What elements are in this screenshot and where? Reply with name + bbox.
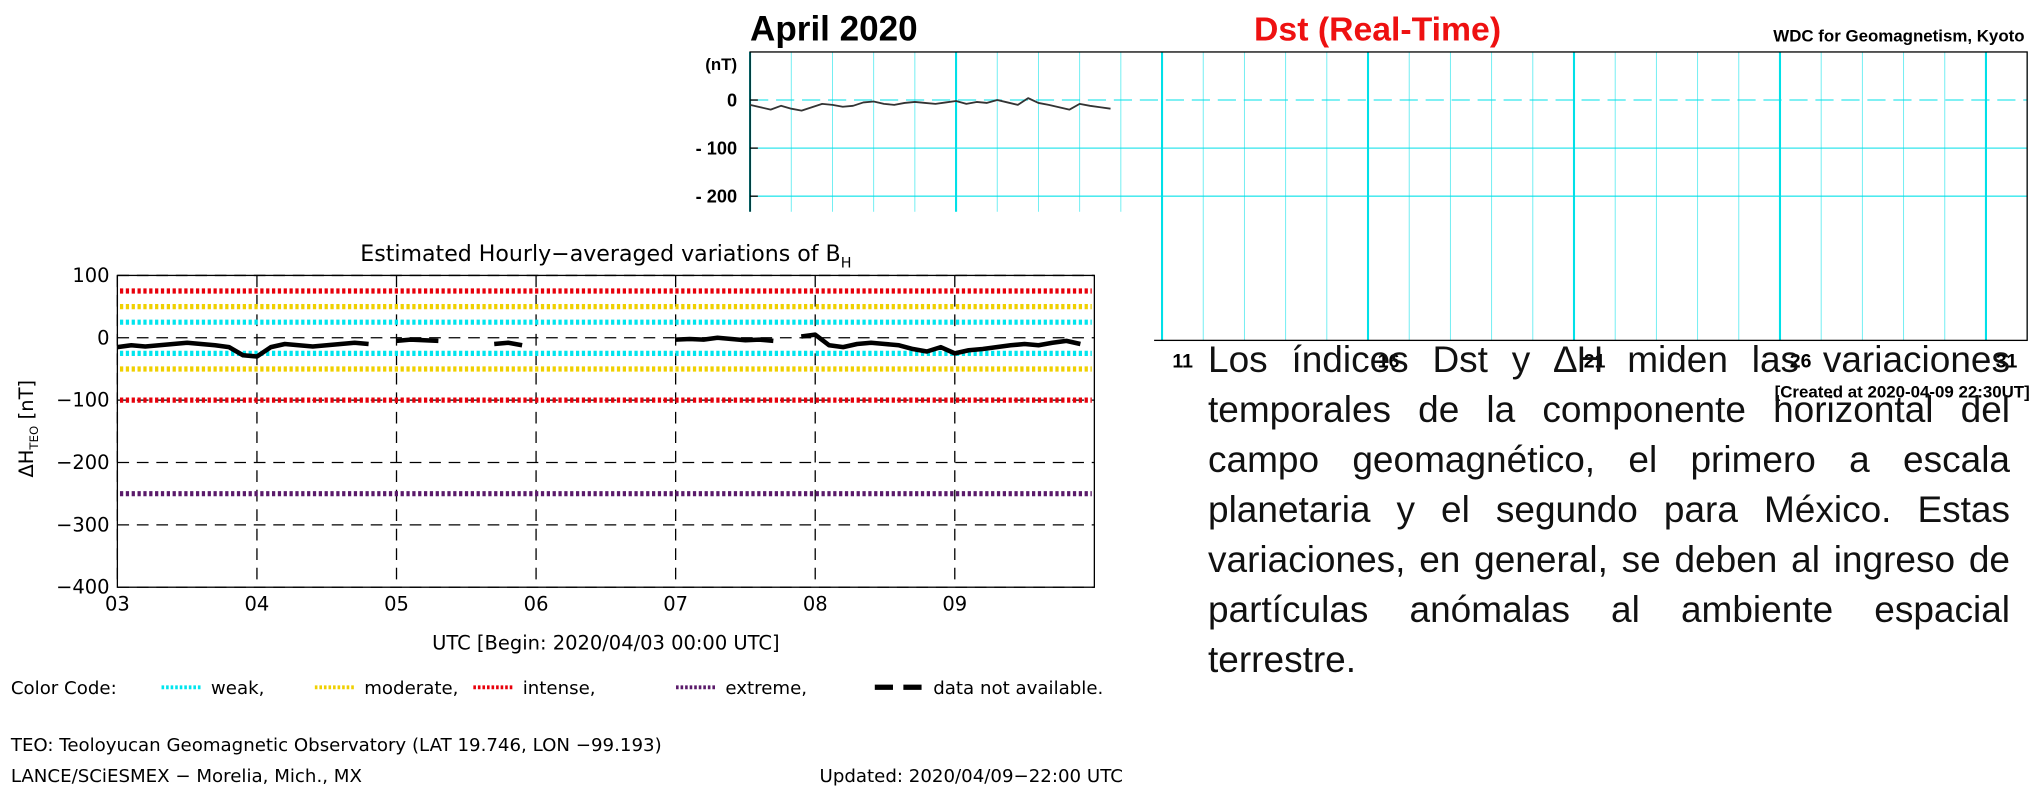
x-tick-label: 03	[105, 593, 130, 616]
y-tick-label: −200	[56, 451, 109, 474]
chart-subtitle: Dst (Real-Time)	[1254, 10, 1501, 48]
y-tick-label: 0	[97, 326, 109, 349]
title-text: Estimated Hourly−averaged variations of …	[360, 242, 840, 267]
legend-label: intense,	[523, 678, 596, 699]
x-tick-label: 31	[1996, 351, 2018, 373]
legend-title: Color Code:	[11, 678, 117, 699]
y-tick-label: - 100	[696, 139, 737, 159]
x-axis-label: UTC [Begin: 2020/04/03 00:00 UTC]	[432, 632, 779, 655]
y-label-unit: [nT]	[15, 380, 38, 419]
y-tick-label: −400	[56, 576, 109, 599]
y-label-subscript: TEO	[27, 426, 41, 451]
y-tick-label: −300	[56, 513, 109, 536]
source: WDC for Geomagnetism, Kyoto	[1773, 27, 2024, 46]
plot-frame	[116, 274, 1096, 588]
y-tick-label: - 200	[696, 187, 737, 207]
overlay	[0, 211, 1155, 786]
y-axis-label: (nT)	[705, 55, 737, 74]
x-tick-label: 05	[384, 593, 409, 616]
x-tick-label: 26	[1790, 351, 1812, 373]
chart-title: April 2020	[750, 9, 918, 48]
footer: [Created at 2020-04-09 22:30UT]	[1775, 383, 2030, 402]
y-label-text: ΔH	[15, 450, 38, 478]
data-line	[749, 97, 1111, 112]
x-tick-label: 11	[1172, 351, 1193, 373]
legend-label: data not available.	[933, 678, 1103, 699]
y-tick-label: −100	[56, 389, 109, 412]
data-line	[117, 332, 1081, 359]
x-tick-label: 09	[942, 593, 967, 616]
y-axis-label: ΔHTEO [nT]	[15, 380, 41, 478]
y-tick-label: 100	[72, 264, 109, 287]
y-tick-label: 0	[727, 91, 737, 111]
x-tick-label: 06	[524, 593, 549, 616]
legend-label: weak,	[211, 678, 264, 699]
note: TEO: Teoloyucan Geomagnetic Observatory …	[10, 735, 662, 756]
x-tick-label: 21	[1584, 351, 1606, 373]
x-tick-label: 16	[1378, 351, 1400, 373]
updated: Updated: 2020/04/09−22:00 UTC	[820, 766, 1123, 786]
chart-title: Estimated Hourly−averaged variations of …	[360, 242, 851, 271]
x-tick-label: 07	[663, 593, 688, 616]
x-tick-label: 04	[245, 593, 270, 616]
legend-label: moderate,	[364, 678, 458, 699]
legend-label: extreme,	[725, 678, 807, 699]
description: Los índices Dst y ∆H miden las variacion…	[1208, 339, 2010, 680]
x-tick-label: 08	[803, 593, 828, 616]
title-subscript: H	[841, 256, 852, 272]
note: LANCE/SCiESMEX − Morelia, Mich., MX	[11, 766, 362, 786]
